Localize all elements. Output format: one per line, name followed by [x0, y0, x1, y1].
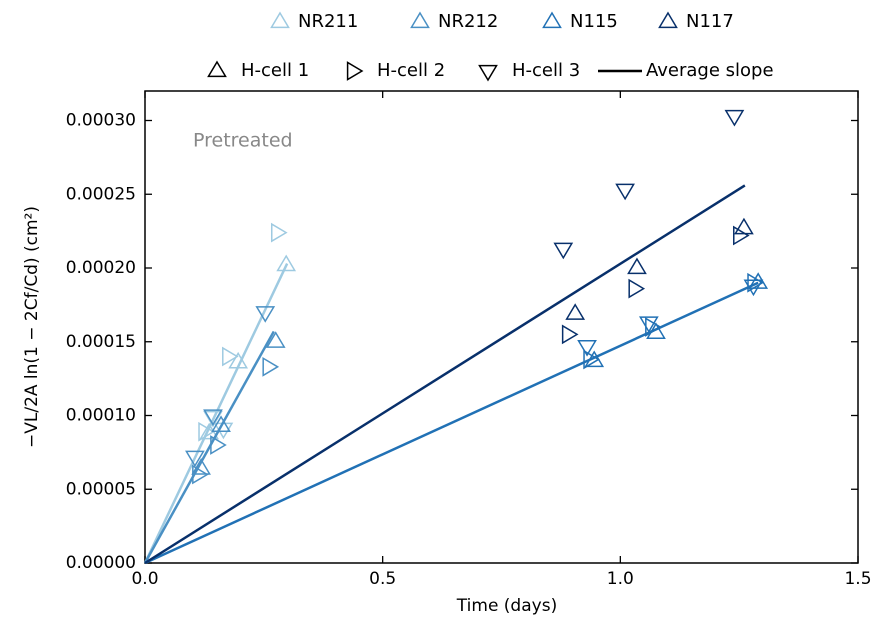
y-tick-label: 0.00025 — [66, 184, 136, 204]
legend-marker — [658, 11, 678, 29]
data-point — [561, 324, 579, 345]
data-point — [203, 410, 223, 428]
legend-label: NR211 — [298, 11, 358, 32]
x-tick-label: 0.5 — [369, 569, 396, 589]
legend-marker — [410, 11, 430, 29]
data-point — [628, 278, 646, 299]
data-point — [724, 109, 745, 127]
data-point — [192, 464, 209, 485]
data-point — [198, 421, 215, 442]
data-point — [583, 349, 600, 370]
x-axis-label: Time (days) — [456, 596, 557, 616]
data-point — [627, 257, 647, 275]
legend-marker — [270, 11, 290, 29]
y-tick-label: 0.00015 — [66, 332, 136, 352]
legend-label: Average slope — [646, 60, 774, 81]
legend-marker — [478, 64, 498, 82]
data-point — [577, 340, 597, 357]
x-tick-label: 1.0 — [607, 569, 634, 589]
x-tick-label: 1.5 — [844, 569, 871, 589]
data-point — [185, 450, 205, 468]
data-point — [276, 254, 297, 272]
data-point — [210, 435, 227, 455]
data-point — [270, 222, 288, 243]
legend-marker — [346, 61, 364, 81]
y-tick-label: 0.00010 — [66, 406, 136, 426]
y-axis-label: −VL/2A ln(1 − 2Cf/Cd) (cm²) — [22, 206, 42, 448]
data-point — [255, 306, 276, 323]
average-slope-line — [144, 184, 746, 565]
average-slope-line — [143, 330, 275, 564]
data-point — [222, 346, 239, 367]
data-point — [638, 316, 659, 334]
legend-label: NR212 — [438, 11, 498, 32]
legend-marker — [542, 11, 562, 29]
legend-label: H-cell 1 — [241, 60, 309, 81]
data-point — [553, 242, 574, 260]
data-point — [228, 351, 249, 369]
data-point — [565, 303, 586, 320]
y-tick-label: 0.00030 — [66, 111, 136, 131]
data-point — [262, 356, 280, 377]
legend-label: H-cell 2 — [377, 60, 445, 81]
data-point — [615, 183, 635, 201]
data-point — [747, 272, 764, 293]
y-tick-label: 0.00020 — [66, 258, 136, 278]
plot-frame — [144, 90, 859, 564]
data-point — [743, 279, 764, 297]
y-tick-label: 0.00000 — [66, 553, 136, 573]
data-point — [733, 225, 750, 246]
data-point — [211, 415, 231, 432]
data-point — [646, 322, 666, 340]
legend-marker — [207, 60, 227, 78]
legend-label: H-cell 3 — [512, 60, 580, 81]
data-point — [734, 217, 754, 235]
average-slope-line — [144, 281, 759, 565]
data-point — [265, 331, 286, 348]
average-slope-line — [143, 263, 289, 564]
legend-label: N115 — [570, 11, 618, 32]
legend-label: N117 — [686, 11, 734, 32]
data-point — [203, 409, 223, 426]
x-tick-label: 0.0 — [131, 569, 158, 589]
y-tick-label: 0.00005 — [66, 479, 136, 499]
data-point — [191, 458, 211, 475]
annotation: Pretreated — [193, 130, 293, 152]
